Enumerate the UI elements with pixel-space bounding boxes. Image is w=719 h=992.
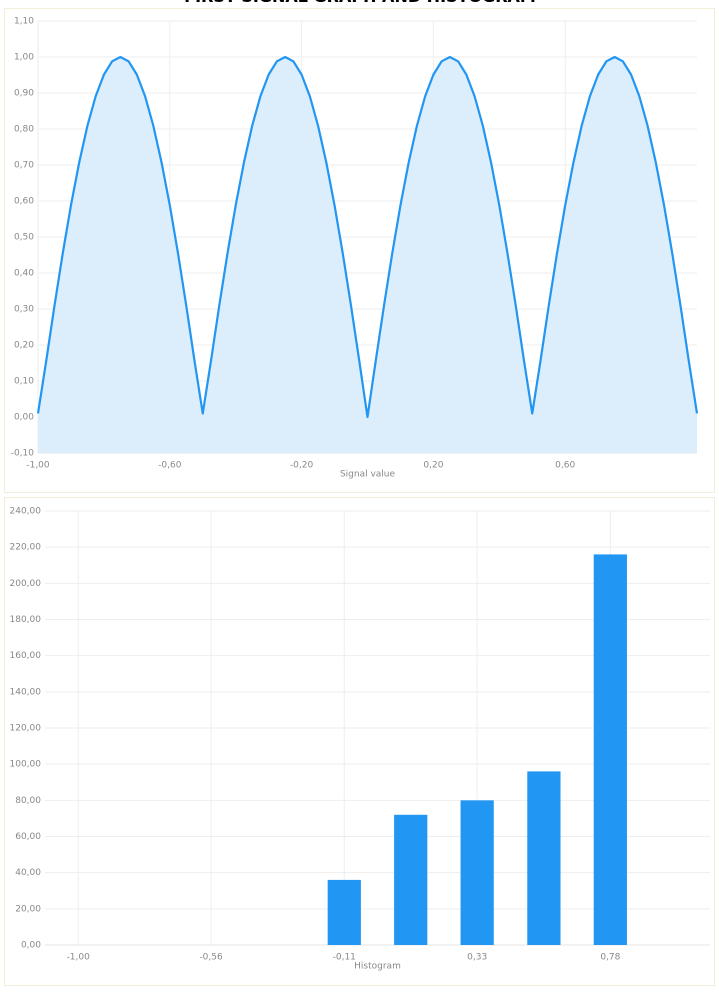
x-tick-label: -0,56: [199, 953, 223, 963]
y-tick-label: 0,00: [21, 941, 41, 951]
x-tick-label: -1,00: [67, 953, 91, 963]
y-tick-label: 220,00: [10, 543, 42, 553]
y-tick-label: -0,10: [11, 449, 35, 459]
y-tick-label: 160,00: [10, 651, 42, 661]
y-tick-label: 100,00: [10, 760, 42, 770]
y-tick-label: 80,00: [15, 796, 41, 806]
y-tick-label: 0,00: [14, 413, 34, 423]
y-tick-label: 0,20: [14, 341, 34, 351]
bar: [394, 814, 428, 945]
y-tick-label: 60,00: [15, 832, 41, 842]
x-axis-label: Signal value: [340, 470, 396, 480]
line: [36, 55, 699, 419]
y-tick-label: 0,30: [14, 305, 34, 315]
y-tick-label: 0,40: [14, 269, 34, 279]
y-tick-label: 0,80: [14, 125, 34, 135]
x-tick-label: -0,60: [158, 461, 182, 471]
y-tick-label: 240,00: [10, 507, 42, 517]
x-tick-label: 0,33: [467, 953, 487, 963]
x-tick-label: -1,00: [26, 461, 50, 471]
bar: [527, 771, 561, 945]
bar: [327, 879, 361, 945]
y-tick-label: 1,10: [14, 17, 34, 27]
x-tick-label: -0,11: [333, 953, 356, 963]
y-tick-label: 140,00: [10, 687, 42, 697]
x-tick-label: 0,20: [423, 461, 443, 471]
y-tick-label: 200,00: [10, 579, 42, 589]
page-title: FIRST SIGNAL GRAPH AND HISTOGRAM: [184, 0, 536, 6]
y-tick-label: 0,50: [14, 233, 34, 243]
y-tick-label: 1,00: [14, 53, 34, 63]
y-tick-label: 0,60: [14, 197, 34, 207]
x-tick-label: 0,78: [600, 953, 620, 963]
y-tick-label: 0,70: [14, 161, 34, 171]
y-tick-label: 0,90: [14, 89, 34, 99]
y-tick-label: 0,10: [14, 377, 34, 387]
y-tick-label: 180,00: [10, 615, 42, 625]
x-tick-label: -0,20: [290, 461, 314, 471]
y-tick-label: 120,00: [10, 724, 42, 734]
bar: [460, 800, 494, 945]
area: [38, 57, 697, 453]
x-axis-label: Histogram: [354, 962, 401, 972]
y-tick-label: 40,00: [15, 868, 41, 878]
bar: [593, 554, 627, 945]
x-tick-label: 0,60: [555, 461, 575, 471]
y-tick-label: 20,00: [15, 904, 41, 914]
